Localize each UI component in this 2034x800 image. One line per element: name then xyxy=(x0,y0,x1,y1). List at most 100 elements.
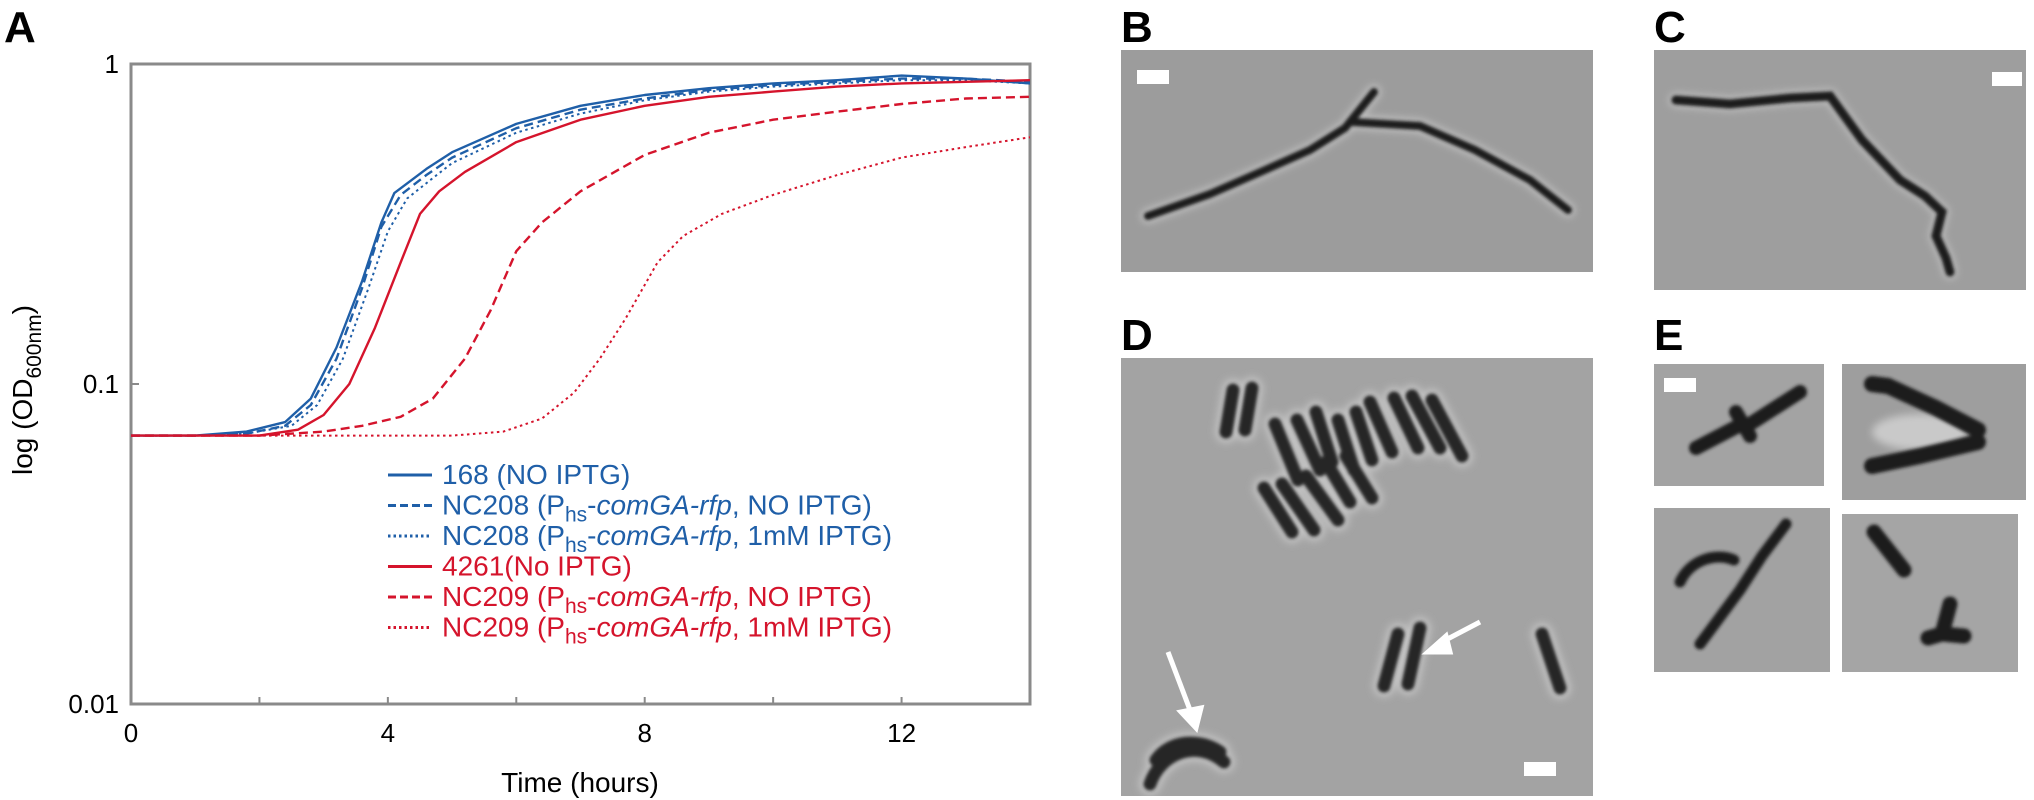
series-line-nc208_no xyxy=(131,77,1030,437)
cell xyxy=(1729,405,1757,443)
legend-text-part: , NO IPTG) xyxy=(732,490,872,521)
y-tick-label: 1 xyxy=(105,49,119,79)
legend-text-part: , 1mM IPTG) xyxy=(732,612,892,643)
cell xyxy=(1671,91,1955,277)
y-axis-title: log (OD600nm) xyxy=(7,305,46,475)
cell xyxy=(1290,413,1327,477)
micrograph-b xyxy=(1121,50,1593,272)
legend-text-part: NC208 (P xyxy=(442,490,565,521)
series-layer xyxy=(131,74,1030,437)
arrowhead xyxy=(1176,704,1205,734)
x-axis-title: Time (hours) xyxy=(501,767,659,798)
legend-text-part: comGA-rfp xyxy=(596,612,731,643)
legend-label-nc209_1mm: NC209 (Phs-comGA-rfp, 1mM IPTG) xyxy=(442,612,892,649)
scale-bar xyxy=(1524,762,1556,776)
cell xyxy=(1866,524,1912,578)
panel-label-e: E xyxy=(1654,311,1683,360)
cell xyxy=(1425,393,1469,463)
series-line-nc209_no xyxy=(131,95,1030,437)
legend-text-part: NC209 (P xyxy=(442,581,565,612)
micrograph-c xyxy=(1654,50,2026,290)
cell xyxy=(1348,118,1572,214)
cell xyxy=(1674,551,1740,588)
legend-text-part: - xyxy=(587,490,596,521)
cell xyxy=(1238,381,1259,437)
arrowhead xyxy=(1421,631,1454,655)
scale-bar xyxy=(1992,72,2022,86)
cell xyxy=(1363,395,1399,459)
x-axis: 0 4 8 12 xyxy=(124,697,1031,748)
x-tick-label: 8 xyxy=(637,718,651,748)
panel-label-a: A xyxy=(4,3,36,52)
y-axis: 0.01 0.1 1 xyxy=(68,49,139,719)
legend-label-nc209_no: NC209 (Phs-comGA-rfp, NO IPTG) xyxy=(442,581,872,618)
micrograph-e-4 xyxy=(1842,514,2018,672)
cell xyxy=(1387,391,1425,455)
cell xyxy=(1689,417,1749,455)
legend-text-part: comGA-rfp xyxy=(596,490,731,521)
cell xyxy=(1401,621,1427,691)
y-tick-label: 0.01 xyxy=(68,689,119,719)
micrograph-e-3 xyxy=(1654,508,1830,672)
y-axis-title-main: log (OD xyxy=(7,379,38,475)
x-tick-label: 4 xyxy=(381,718,395,748)
micrograph-e-1 xyxy=(1654,364,1824,486)
series-line-s168 xyxy=(131,74,1030,437)
legend-text-part: NC208 (P xyxy=(442,520,565,551)
legend: 168 (NO IPTG)NC208 (Phs-comGA-rfp, NO IP… xyxy=(388,459,892,649)
legend-text-part: comGA-rfp xyxy=(596,520,731,551)
legend-text-part: hs xyxy=(565,595,587,618)
cell xyxy=(1535,627,1567,695)
cell xyxy=(1864,434,1986,474)
micrograph-d xyxy=(1121,358,1593,796)
legend-label-nc208_1mm: NC208 (Phs-comGA-rfp, 1mM IPTG) xyxy=(442,520,892,557)
panel-label-b: B xyxy=(1121,3,1153,52)
cell xyxy=(1864,376,1896,394)
cell xyxy=(1319,455,1357,509)
scale-bar xyxy=(1137,70,1169,84)
panel-label-d: D xyxy=(1121,311,1153,360)
cell xyxy=(1299,469,1345,527)
series-line-nc209_1mm xyxy=(131,136,1030,437)
y-axis-title-sub: 600nm xyxy=(23,314,46,378)
legend-text-part: , 1mM IPTG) xyxy=(732,520,892,551)
cell xyxy=(1268,417,1305,487)
legend-label-s168: 168 (NO IPTG) xyxy=(442,459,630,490)
legend-text-part: hs xyxy=(565,534,587,557)
panel-label-c: C xyxy=(1654,3,1686,52)
cell xyxy=(1349,405,1379,467)
legend-text-part: comGA-rfp xyxy=(596,581,731,612)
cell xyxy=(1309,405,1339,469)
series-line-s4261 xyxy=(131,79,1030,437)
legend-text-part: , NO IPTG) xyxy=(732,581,872,612)
arrows xyxy=(1165,619,1482,734)
micrograph-e-2 xyxy=(1842,364,2026,500)
cell xyxy=(1275,477,1321,537)
series-line-nc208_1mm xyxy=(131,79,1030,437)
cell xyxy=(1694,518,1792,650)
cell xyxy=(1880,378,1986,438)
legend-text-part: 168 (NO IPTG) xyxy=(442,459,630,490)
cell xyxy=(1149,736,1227,767)
y-axis-title-close: ) xyxy=(7,305,38,314)
cell xyxy=(1934,626,1972,644)
x-tick-label: 0 xyxy=(124,718,138,748)
cell xyxy=(1257,481,1299,539)
cell xyxy=(1405,389,1447,455)
cell xyxy=(1219,383,1240,439)
legend-text-part: NC209 (P xyxy=(442,612,565,643)
cell xyxy=(1743,385,1807,431)
scale-bar xyxy=(1664,378,1696,392)
arrow xyxy=(1165,651,1193,711)
legend-text-part: 4261(No IPTG) xyxy=(442,551,632,582)
y-tick-label: 0.1 xyxy=(83,369,119,399)
legend-text-part: - xyxy=(587,612,596,643)
legend-text-part: - xyxy=(587,581,596,612)
cell xyxy=(1377,627,1405,693)
cell xyxy=(1339,449,1379,505)
legend-label-nc208_no: NC208 (Phs-comGA-rfp, NO IPTG) xyxy=(442,490,872,527)
legend-text-part: hs xyxy=(565,504,587,527)
x-tick-label: 12 xyxy=(887,718,916,748)
legend-text-part: hs xyxy=(565,626,587,649)
